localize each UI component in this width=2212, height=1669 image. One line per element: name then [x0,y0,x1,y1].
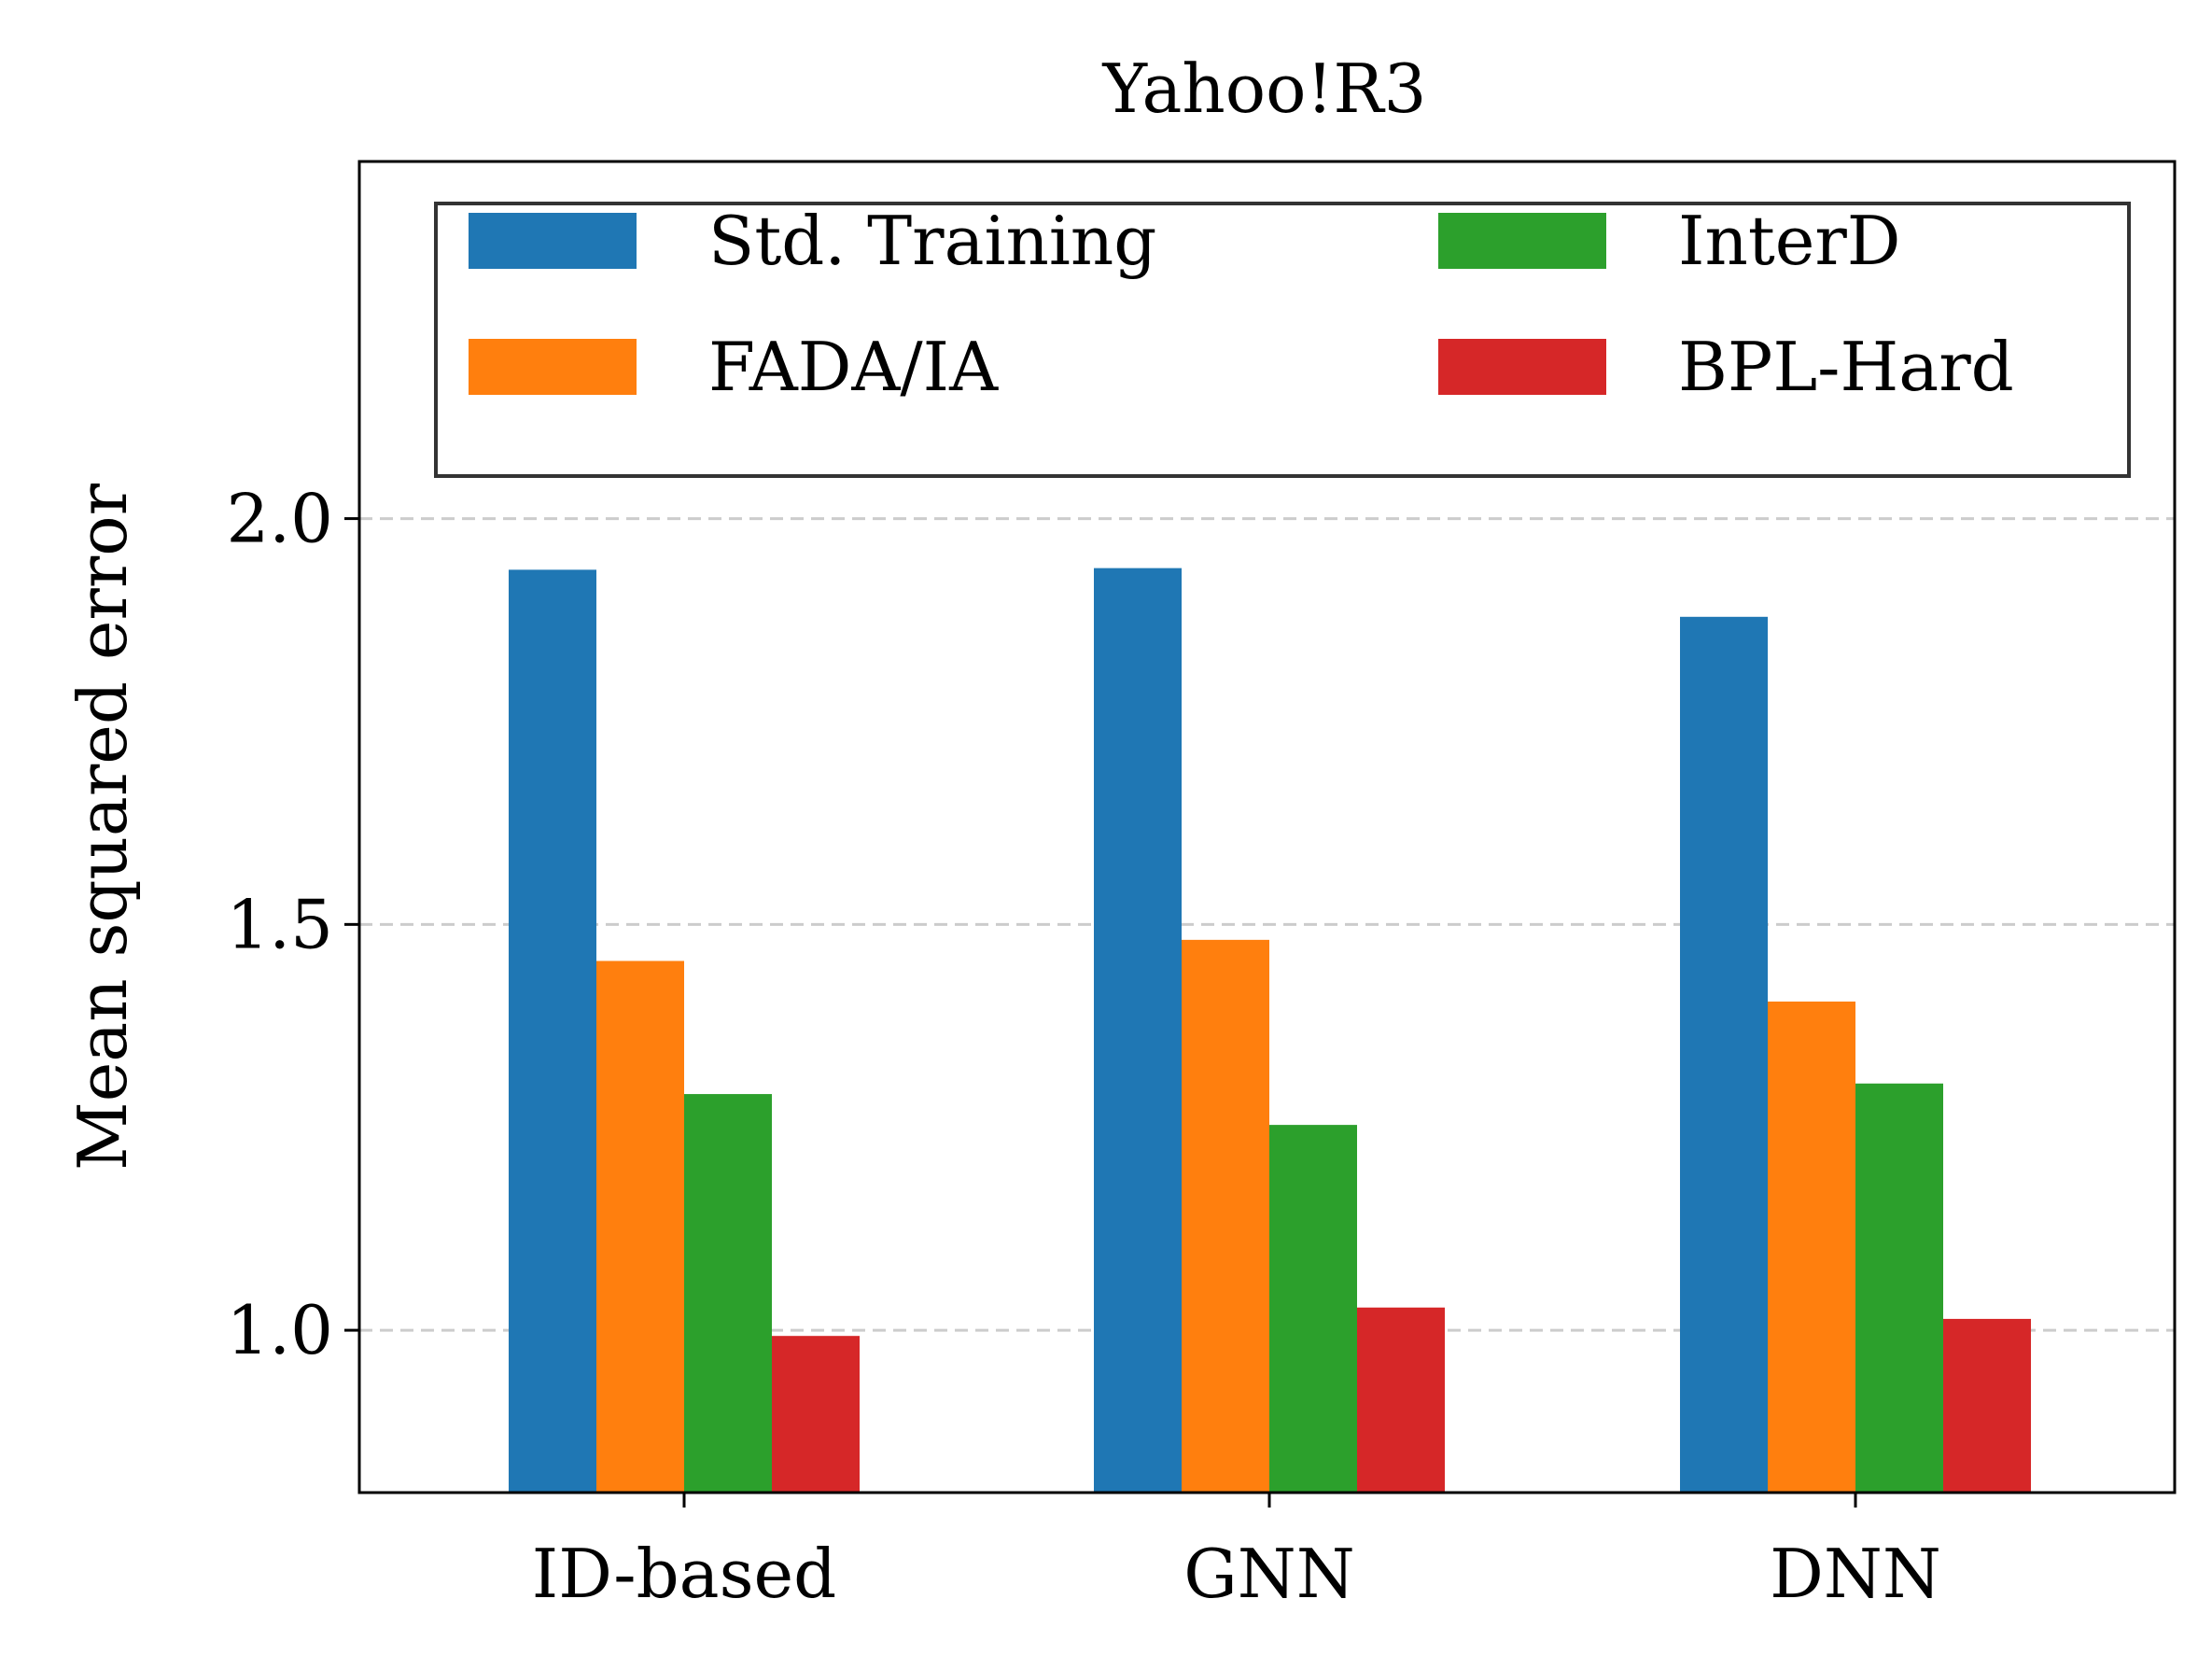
x-tick-label: ID-based [532,1535,837,1613]
legend-swatch [469,213,637,269]
legend-swatch [1438,213,1606,269]
legend-label: BPL-Hard [1678,328,2014,406]
legend: Std. Training FADA/IA InterD BPL-Hard [434,202,2131,478]
bar [772,1336,860,1493]
y-tick-label: 1.0 [226,1291,333,1369]
bar [596,961,684,1493]
bar [509,569,596,1493]
bars [509,568,2031,1493]
legend-label: Std. Training [708,202,1156,280]
chart-title: Yahoo!R3 [1102,49,1427,128]
legend-box [434,202,2131,478]
legend-swatch [1438,339,1606,395]
legend-swatch [469,339,637,395]
y-tick-label: 1.5 [226,885,333,963]
legend-label: FADA/IA [708,328,999,406]
x-tick-label: DNN [1770,1535,1941,1613]
bar [1182,939,1269,1493]
bar [1943,1318,2031,1493]
y-axis-label: Mean squared error [63,483,142,1171]
bar [1855,1083,1943,1493]
x-tick-label: GNN [1183,1535,1355,1613]
axis-ticks: 1.0 1.5 2.0 ID-based GNN DNN [226,480,1940,1613]
bar [684,1094,772,1493]
bar [1357,1307,1445,1493]
plot-frame [357,160,2177,1494]
y-tick-label: 2.0 [226,480,333,558]
legend-label: InterD [1678,202,1901,280]
bar [1680,616,1768,1493]
bar [1768,1001,1855,1493]
bar [1269,1125,1357,1493]
bar [1094,568,1182,1493]
